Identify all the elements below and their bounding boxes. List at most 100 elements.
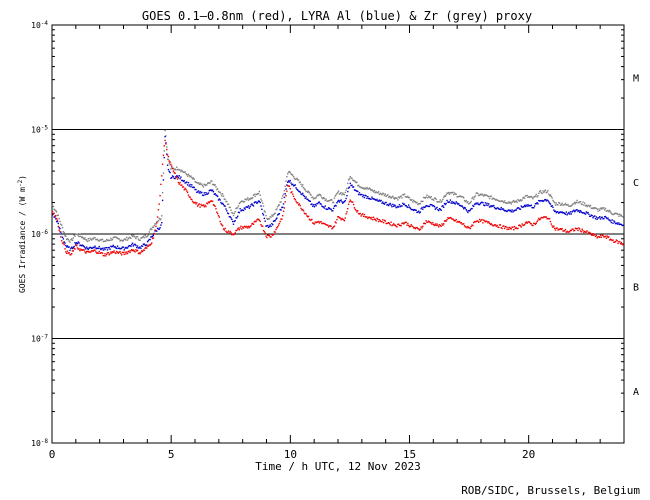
series-point [188, 196, 190, 198]
series-point [399, 195, 402, 198]
series-point [594, 235, 597, 238]
series-point [422, 208, 424, 210]
series-point [356, 181, 358, 184]
series-point [133, 250, 135, 252]
series-point [225, 200, 227, 203]
series-point [215, 194, 217, 196]
series-point [327, 200, 329, 202]
series-point [383, 194, 386, 197]
series-point [221, 224, 223, 226]
series-point [420, 226, 422, 228]
series-point [51, 214, 54, 216]
series-point [307, 199, 310, 202]
series-point [458, 195, 461, 198]
series-point [558, 202, 561, 204]
series-point [606, 210, 608, 212]
series-point [337, 191, 339, 194]
series-point [121, 254, 123, 256]
series-point [417, 203, 419, 206]
series-point [80, 248, 82, 250]
series-point [374, 191, 376, 194]
series-point [207, 192, 210, 194]
series-point [271, 215, 274, 217]
series-point [551, 205, 553, 207]
series-point [377, 191, 380, 193]
series-point [266, 218, 269, 221]
series-point [267, 218, 270, 220]
series-point [225, 208, 227, 210]
series-point [382, 192, 384, 194]
series-point [348, 186, 351, 188]
series-point [409, 225, 412, 228]
series-point [527, 221, 529, 223]
series-point [365, 188, 367, 190]
series-point [167, 168, 170, 171]
series-point [146, 245, 149, 247]
series-point [265, 225, 267, 227]
series-point [165, 143, 167, 145]
series-point [527, 203, 529, 206]
series-point [620, 241, 623, 244]
series-point [316, 221, 318, 223]
series-point [295, 178, 297, 180]
series-point [568, 213, 571, 215]
series-point [521, 223, 523, 225]
series-point [402, 202, 404, 205]
series-point [146, 241, 149, 243]
series-point [366, 197, 368, 199]
series-point [317, 221, 319, 223]
series-point [570, 213, 573, 215]
series-point [539, 200, 542, 202]
series-point [264, 220, 266, 222]
series-point [600, 236, 603, 239]
series-point [180, 170, 182, 173]
series-point [602, 218, 604, 220]
series-point [67, 252, 70, 254]
series-point [375, 191, 377, 193]
series-point [126, 251, 128, 253]
series-point [136, 236, 139, 238]
series-point [92, 250, 95, 252]
series-point [105, 255, 107, 257]
series-point [381, 194, 383, 196]
series-point [114, 252, 116, 254]
series-point [405, 204, 407, 207]
series-point [534, 203, 537, 205]
series-point [518, 208, 521, 210]
series-point [129, 245, 131, 247]
series-point [160, 218, 162, 220]
series-point [181, 186, 184, 188]
series-point [363, 188, 366, 190]
series-point [100, 252, 103, 254]
series-point [128, 236, 130, 239]
series-point [332, 210, 334, 212]
series-point [436, 223, 438, 225]
series-point [59, 227, 61, 230]
series-point [312, 222, 315, 225]
series-point [253, 202, 256, 204]
flare-class-label: M [633, 73, 639, 84]
series-point [210, 189, 212, 191]
series-point [411, 209, 413, 211]
series-point [89, 246, 91, 249]
series-point [291, 191, 293, 193]
series-point [80, 235, 82, 238]
series-point [407, 195, 409, 198]
series-point [54, 215, 56, 217]
series-point [591, 214, 593, 217]
series-point [407, 224, 410, 227]
series-point [375, 199, 377, 202]
series-point [583, 231, 585, 234]
series-point [69, 249, 71, 252]
series-point [288, 170, 291, 173]
series-point [66, 245, 69, 247]
series-point [246, 225, 248, 228]
series-point [571, 228, 573, 230]
series-point [566, 204, 568, 206]
series-point [137, 238, 140, 240]
series-point [395, 197, 397, 199]
series-point [490, 195, 492, 197]
series-point [453, 201, 455, 204]
series-point [369, 198, 371, 200]
series-point [398, 203, 401, 206]
